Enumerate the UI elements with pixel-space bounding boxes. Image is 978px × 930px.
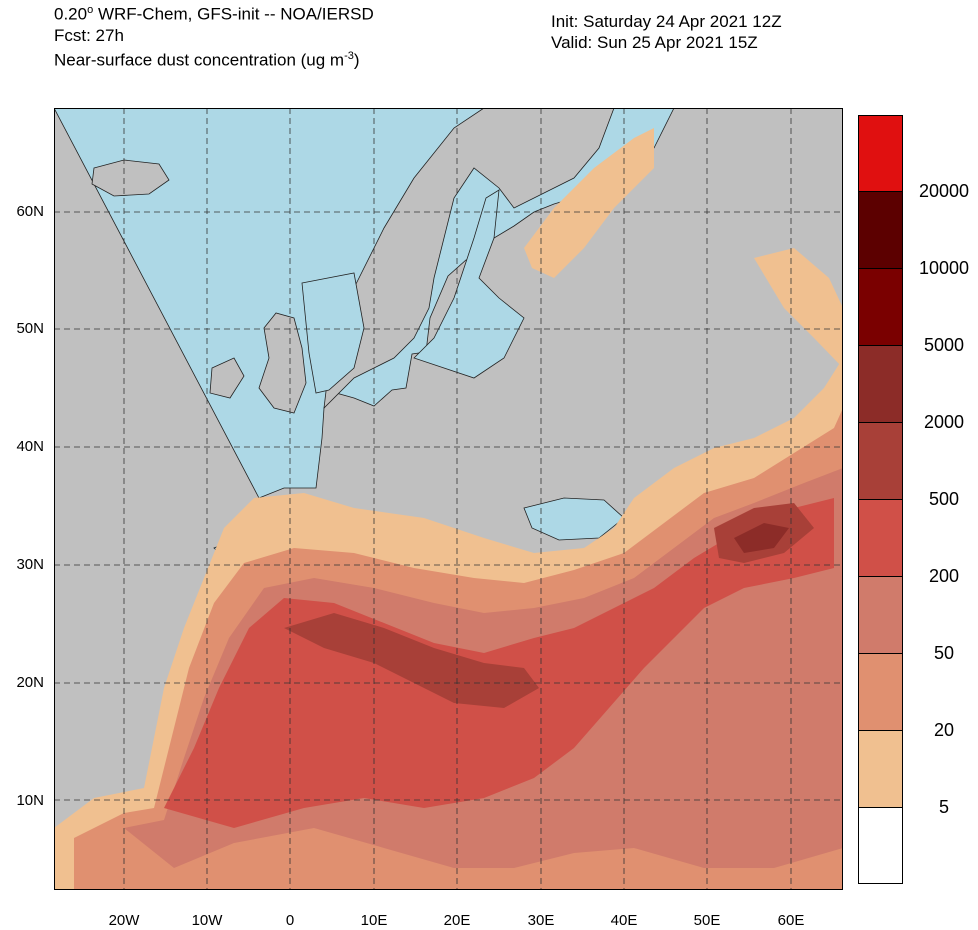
dust-layers bbox=[54, 128, 843, 890]
colorbar-box-5000 bbox=[858, 345, 903, 423]
colorbar-box-200 bbox=[858, 576, 903, 654]
land-iceland bbox=[91, 159, 170, 197]
dust-200 bbox=[164, 498, 834, 828]
colorbar-label-20: 20 bbox=[933, 720, 955, 740]
degree-symbol: o bbox=[87, 4, 94, 16]
resolution-value: 0.20 bbox=[54, 4, 88, 24]
lat-label-10n: 10N bbox=[16, 792, 44, 809]
header-right: Init: Saturday 24 Apr 2021 12Z Valid: Su… bbox=[551, 11, 782, 53]
unit-exponent: -3 bbox=[344, 49, 354, 62]
lon-label-60e: 60E bbox=[777, 912, 805, 929]
lat-label-50n: 50N bbox=[16, 320, 44, 337]
lat-label-30n: 30N bbox=[16, 556, 44, 573]
model-name: WRF-Chem, GFS-init -- NOA/IERSD bbox=[93, 4, 374, 24]
dust-map bbox=[54, 108, 843, 890]
dust-500 bbox=[284, 613, 539, 708]
field-name: Near-surface dust concentration (ug m bbox=[54, 50, 345, 70]
colorbar-box-500 bbox=[858, 499, 903, 577]
forecast-hour: Fcst: 27h bbox=[54, 25, 124, 45]
colorbar-label-20000: 20000 bbox=[918, 181, 970, 201]
model-title: 0.20o WRF-Chem, GFS-init -- NOA/IERSD bbox=[54, 0, 374, 25]
init-time: Init: Saturday 24 Apr 2021 12Z bbox=[551, 12, 782, 31]
colorbar-label-5000: 5000 bbox=[923, 335, 965, 355]
colorbar-label-200: 200 bbox=[928, 566, 960, 586]
colorbar-box-5 bbox=[858, 807, 903, 884]
lon-label-10e: 10E bbox=[360, 912, 388, 929]
lon-label-40e: 40E bbox=[610, 912, 638, 929]
colorbar-label-50: 50 bbox=[933, 643, 955, 663]
land-ireland bbox=[209, 357, 245, 399]
dust-5-north bbox=[524, 128, 654, 278]
lon-label-20w: 20W bbox=[108, 912, 140, 929]
colorbar-box-2000 bbox=[858, 422, 903, 500]
map-panel bbox=[54, 108, 843, 890]
gridlines bbox=[54, 108, 843, 890]
lon-label-10w: 10W bbox=[191, 912, 223, 929]
field-title-close: ) bbox=[353, 50, 360, 70]
black-sea bbox=[523, 497, 625, 541]
colorbar-box-20000 bbox=[858, 191, 903, 269]
colorbar-box-50 bbox=[858, 653, 903, 731]
colorbar-label-500: 500 bbox=[928, 489, 960, 509]
colorbar-box-20 bbox=[858, 730, 903, 808]
lat-label-40n: 40N bbox=[16, 438, 44, 455]
colorbar-box-10000 bbox=[858, 268, 903, 346]
field-title: Near-surface dust concentration (ug m-3) bbox=[54, 46, 374, 71]
colorbar bbox=[858, 115, 905, 884]
lon-label-30e: 30E bbox=[527, 912, 555, 929]
map-frame bbox=[54, 108, 843, 890]
lon-label-0: 0 bbox=[285, 912, 295, 929]
lat-label-60n: 60N bbox=[16, 203, 44, 220]
valid-time: Valid: Sun 25 Apr 2021 15Z bbox=[551, 33, 758, 52]
colorbar-box-top bbox=[858, 115, 903, 192]
lon-label-50e: 50E bbox=[693, 912, 721, 929]
lon-label-20e: 20E bbox=[443, 912, 471, 929]
dust-2000 bbox=[734, 523, 789, 553]
colorbar-label-10000: 10000 bbox=[918, 258, 970, 278]
colorbar-label-2000: 2000 bbox=[923, 412, 965, 432]
lat-label-20n: 20N bbox=[16, 674, 44, 691]
land-scandinavia bbox=[323, 108, 615, 410]
header-left: 0.20o WRF-Chem, GFS-init -- NOA/IERSD Fc… bbox=[54, 0, 374, 70]
dust-5-east bbox=[754, 248, 843, 368]
land-britain bbox=[258, 312, 307, 414]
north-sea bbox=[301, 272, 365, 394]
colorbar-label-5: 5 bbox=[938, 797, 949, 817]
